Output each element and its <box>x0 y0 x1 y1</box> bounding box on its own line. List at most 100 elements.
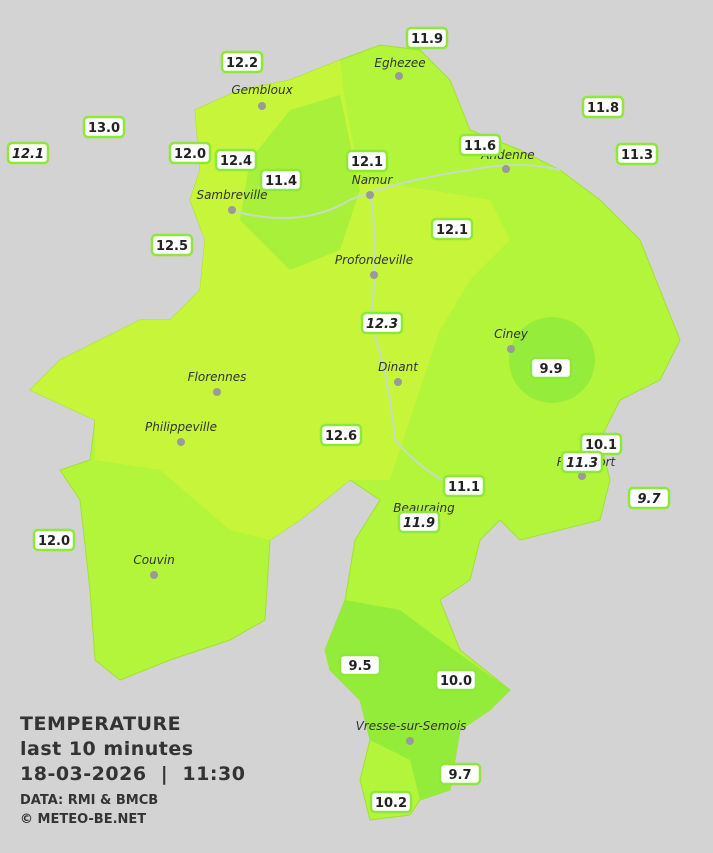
station-box <box>345 149 389 173</box>
station: 9.7 <box>627 486 671 510</box>
station-box <box>360 311 404 335</box>
station-box <box>369 790 413 814</box>
city-name: Vresse-sur-Semois <box>356 719 467 733</box>
city-name: Profondeville <box>335 253 413 267</box>
station: 9.7 <box>438 762 482 786</box>
station-box <box>434 668 478 692</box>
city-dot <box>150 571 158 579</box>
station-value: 11.9 <box>411 32 443 47</box>
station-value: 11.3 <box>566 456 598 471</box>
river <box>368 189 461 491</box>
station-value: 12.0 <box>38 534 70 549</box>
station-box <box>442 474 486 498</box>
station: 13.0 <box>82 115 126 139</box>
station-box <box>430 217 474 241</box>
city-name: Philippeville <box>145 420 217 434</box>
city-name: Namur <box>352 173 394 187</box>
station-box <box>560 450 604 474</box>
city-name: Couvin <box>133 553 174 567</box>
station-value: 9.7 <box>637 492 661 507</box>
station: 11.9 <box>405 26 449 50</box>
station-box <box>319 423 363 447</box>
city-dot <box>177 438 185 446</box>
station-box <box>214 148 258 172</box>
station: 12.1 <box>6 141 50 165</box>
station-value: 9.5 <box>348 659 371 674</box>
legend-time: 18-03-2026 | 11:30 <box>20 763 245 785</box>
station: 12.1 <box>345 149 389 173</box>
cities: EghezeeGemblouxAndenneNamurSambrevillePr… <box>133 56 617 745</box>
station-value: 11.8 <box>587 101 619 116</box>
cool-zone <box>325 600 510 800</box>
station-value: 10.0 <box>440 674 472 689</box>
station-box <box>529 356 573 380</box>
city-dot <box>370 271 378 279</box>
station-value: 12.2 <box>226 56 258 71</box>
station-value: 12.6 <box>325 429 357 444</box>
station-box <box>168 141 212 165</box>
city-dot <box>578 472 586 480</box>
city-dot <box>228 206 236 214</box>
city-dot <box>507 345 515 353</box>
city-name: Ciney <box>494 327 529 341</box>
station-box <box>338 653 382 677</box>
station-box <box>615 142 659 166</box>
station-value: 9.9 <box>539 362 562 377</box>
station-value: 11.3 <box>621 148 653 163</box>
station: 11.3 <box>560 450 604 474</box>
station-box <box>458 133 502 157</box>
station: 12.6 <box>319 423 363 447</box>
station-value: 9.7 <box>448 768 471 783</box>
city-dot <box>395 72 403 80</box>
city-dot <box>213 388 221 396</box>
station-value: 11.9 <box>403 516 435 531</box>
station-value: 10.1 <box>585 438 617 453</box>
station: 12.2 <box>220 50 264 74</box>
station-box <box>438 762 482 786</box>
station-value: 11.6 <box>464 139 496 154</box>
city-name: Eghezee <box>374 56 425 70</box>
station: 9.5 <box>338 653 382 677</box>
legend-credit: © METEO-BE.NET <box>20 812 146 827</box>
station-value: 12.1 <box>351 155 383 170</box>
station-value: 10.2 <box>375 796 407 811</box>
legend-title: TEMPERATURE <box>20 713 181 735</box>
station-value: 12.0 <box>174 147 206 162</box>
station: 11.4 <box>259 168 303 192</box>
city-dot <box>502 165 510 173</box>
station-box <box>82 115 126 139</box>
station-box <box>6 141 50 165</box>
station-box <box>32 528 76 552</box>
station-value: 12.5 <box>156 239 188 254</box>
station: 12.1 <box>430 217 474 241</box>
city-dot <box>394 378 402 386</box>
station: 10.2 <box>369 790 413 814</box>
warm-zone <box>360 180 510 480</box>
city-name: Gembloux <box>231 83 293 97</box>
legend-period: last 10 minutes <box>20 738 194 760</box>
station-box <box>627 486 671 510</box>
station-value: 12.3 <box>366 317 398 332</box>
city-dot <box>406 737 414 745</box>
city-dot <box>366 191 374 199</box>
station: 10.0 <box>434 668 478 692</box>
station-value: 13.0 <box>88 121 120 136</box>
station: 12.4 <box>214 148 258 172</box>
station: 12.0 <box>168 141 212 165</box>
station-box <box>150 233 194 257</box>
station-box <box>405 26 449 50</box>
city-dot <box>258 102 266 110</box>
station-box <box>259 168 303 192</box>
station: 9.9 <box>529 356 573 380</box>
station: 11.9 <box>397 510 441 534</box>
city-name: Sambreville <box>196 188 267 202</box>
city-name: Dinant <box>378 360 419 374</box>
station-box <box>220 50 264 74</box>
station-value: 12.4 <box>220 154 252 169</box>
station: 11.1 <box>442 474 486 498</box>
station: 11.8 <box>581 95 625 119</box>
station-value: 11.4 <box>265 174 297 189</box>
stations: 12.2 11.9 11.8 13.0 12.1 12.0 12.4 11.6 11.3 11.4… <box>6 26 671 814</box>
station-box <box>581 95 625 119</box>
